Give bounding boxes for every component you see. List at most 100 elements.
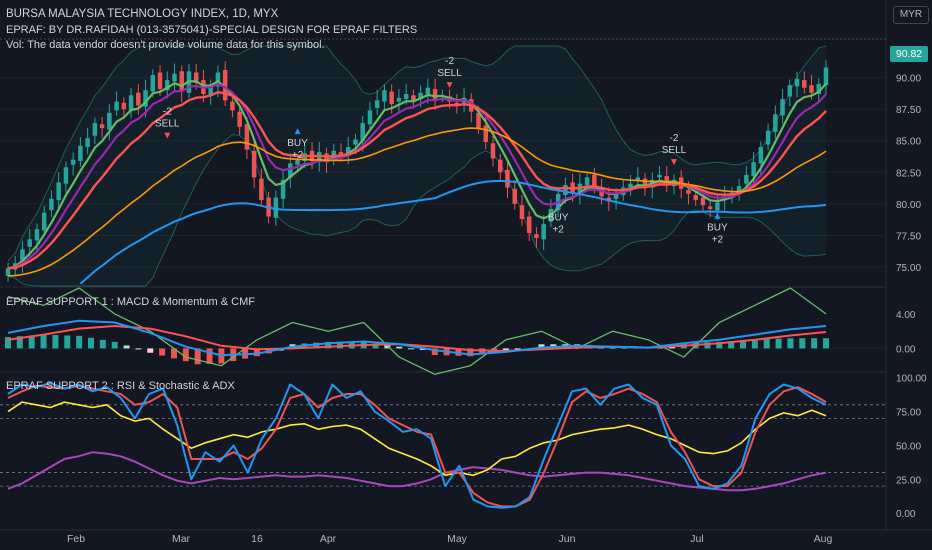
stochastic-k-line [7,382,827,509]
macd-histogram-bar [253,348,260,357]
bollinger-upper [7,45,827,262]
candle-body [288,163,293,178]
candle-body [816,83,822,94]
candle-body [418,92,423,100]
candle-body [563,184,568,196]
candle-body [802,80,807,88]
candle-body [765,130,771,145]
price-tick-label: 82.50 [896,168,921,179]
macd-histogram-bar [740,340,747,349]
candle-body [273,197,279,218]
macd-tick-label: 4.00 [896,310,916,321]
candle-body [165,80,170,91]
price-tick-label: 77.50 [896,231,921,242]
time-tick-label: Mar [172,533,191,545]
macd-histogram-bar [147,348,154,353]
candle-body [505,169,510,188]
candle-body [773,114,778,132]
macd-pane-label: EPRAF SUPPORT 1 : MACD & Momentum & CMF [6,296,255,308]
macd-histogram-bar [467,348,474,357]
macd-histogram-bar [40,334,47,349]
bollinger-fill [8,46,826,286]
rsi-tick-label: 25.00 [896,475,921,486]
candle-body [34,229,40,241]
macd-histogram-bar [123,345,130,349]
macd-histogram-bar [704,342,711,349]
rsi-line [7,401,827,477]
sell-arrow-icon [446,82,453,89]
rsi-tick-label: 75.00 [896,408,921,419]
sell-signal-label: SELL [437,68,462,79]
candle-body [136,92,141,106]
macd-histogram-bar [52,335,59,349]
candle-body [230,101,235,111]
indicator-subtitle: EPRAF: BY DR.RAFIDAH (013-3575041)-SPECI… [6,24,418,36]
macd-histogram-bar [194,348,201,365]
candle-body [700,197,706,206]
sell-signal-label: SELL [662,145,687,156]
candle-body [780,99,785,116]
time-tick-label: Jul [690,533,703,545]
candle-body [353,139,358,145]
macd-histogram-bar [396,346,403,349]
currency-button[interactable]: MYR [893,6,929,24]
candle-body [338,152,344,155]
candle-body [360,123,365,141]
candle-body [27,239,32,247]
candle-body [215,72,221,87]
sell-arrow-icon [670,159,677,166]
macd-histogram-bar [111,341,118,349]
candle-body [251,150,257,178]
buy-arrow-icon [714,212,721,219]
macd-histogram-bar [799,338,806,349]
macd-histogram-bar [99,339,106,349]
macd-histogram-bar [716,341,723,349]
candle-body [751,162,756,177]
candle-body [85,138,90,148]
time-tick-label: 16 [251,533,263,545]
buy-arrow-icon [294,128,301,135]
candle-body [259,178,264,201]
macd-histogram-bar [419,348,426,350]
macd-histogram-bar [372,343,379,349]
macd-histogram-bar [775,338,782,349]
macd-histogram-bar [5,337,11,349]
candle-body [628,183,633,189]
candle-body [396,97,402,102]
candle-body [179,71,184,92]
candle-body [193,72,199,83]
candle-body [5,268,11,276]
candle-body [787,85,793,97]
buy-signal-label: BUY [287,138,308,149]
macd-histogram-bar [514,348,521,351]
macd-histogram-bar [384,345,391,349]
candle-body [237,111,242,127]
candle-body [744,174,749,184]
candle-body [382,90,387,102]
macd-histogram-bar [408,348,415,350]
macd-histogram-bar [763,339,770,349]
macd-histogram-bar [87,337,94,349]
candle-body [823,67,829,86]
candle-body [78,145,83,161]
macd-histogram-bar [502,348,509,352]
ema-orange-line [7,127,827,277]
candle-body [512,188,517,204]
candle-body [657,174,662,178]
adx-line [7,451,827,492]
candle-body [498,159,503,173]
ema-fast-line [7,79,827,270]
macd-histogram-bar [76,335,83,349]
candle-body [809,85,814,93]
candle-body [63,167,69,184]
candle-body [317,152,322,163]
candle-body [172,73,177,82]
candle-body [613,193,619,199]
price-tick-label: 80.00 [896,200,921,211]
last-price-badge: 90.82 [890,46,928,62]
candle-body [208,85,213,96]
candle-body [635,177,641,182]
macd-histogram-bar [206,348,213,364]
macd-histogram-bar [135,348,142,350]
